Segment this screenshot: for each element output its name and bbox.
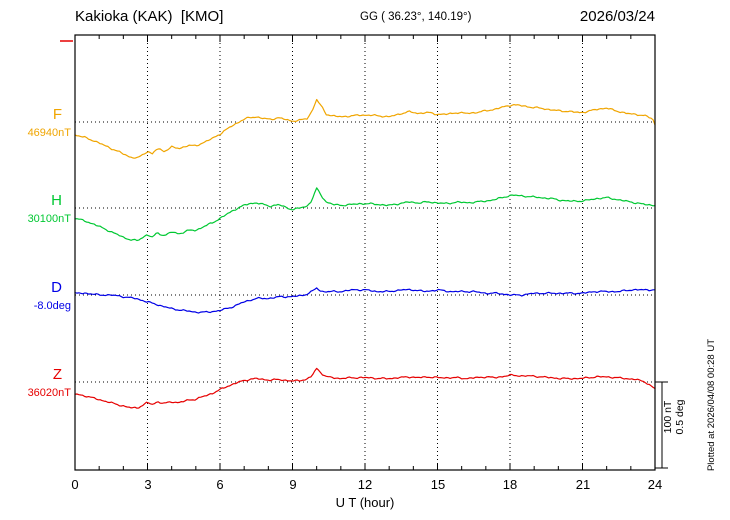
scale-note-deg: 0.5 deg [674, 399, 686, 435]
trace-baseline-D: -8.0deg [33, 300, 71, 312]
scale-note-nt: 100 nT [662, 400, 674, 434]
x-tick-label-9: 9 [289, 477, 297, 492]
plotted-note: Plotted at 2026/04/08 00:28 UT [706, 338, 717, 472]
x-tick-label-3: 3 [144, 477, 152, 492]
trace-label-H: H [51, 192, 62, 209]
trace-baseline-H: 30100nT [27, 213, 71, 225]
x-tick-label-6: 6 [216, 477, 224, 492]
trace-label-F: F [52, 106, 62, 123]
trace-baseline-F: 46940nT [27, 127, 71, 139]
geographic-coords: GG ( 36.23°, 140.19°) [360, 11, 472, 23]
trace-label-Z: Z [52, 366, 62, 383]
x-axis-title: U T (hour) [335, 495, 395, 510]
x-tick-label-12: 12 [357, 477, 373, 492]
scale-note: 100 nT 0.5 deg [662, 377, 688, 457]
x-tick-label-18: 18 [502, 477, 518, 492]
x-tick-label-15: 15 [430, 477, 446, 492]
x-tick-label-21: 21 [575, 477, 591, 492]
plot-date: 2026/03/24 [579, 8, 655, 25]
station-title: Kakioka (KAK) [KMO] [75, 8, 224, 25]
x-tick-label-0: 0 [71, 477, 79, 492]
x-tick-label-24: 24 [647, 477, 663, 492]
trace-label-D: D [51, 279, 62, 296]
trace-baseline-Z: 36020nT [27, 387, 71, 399]
